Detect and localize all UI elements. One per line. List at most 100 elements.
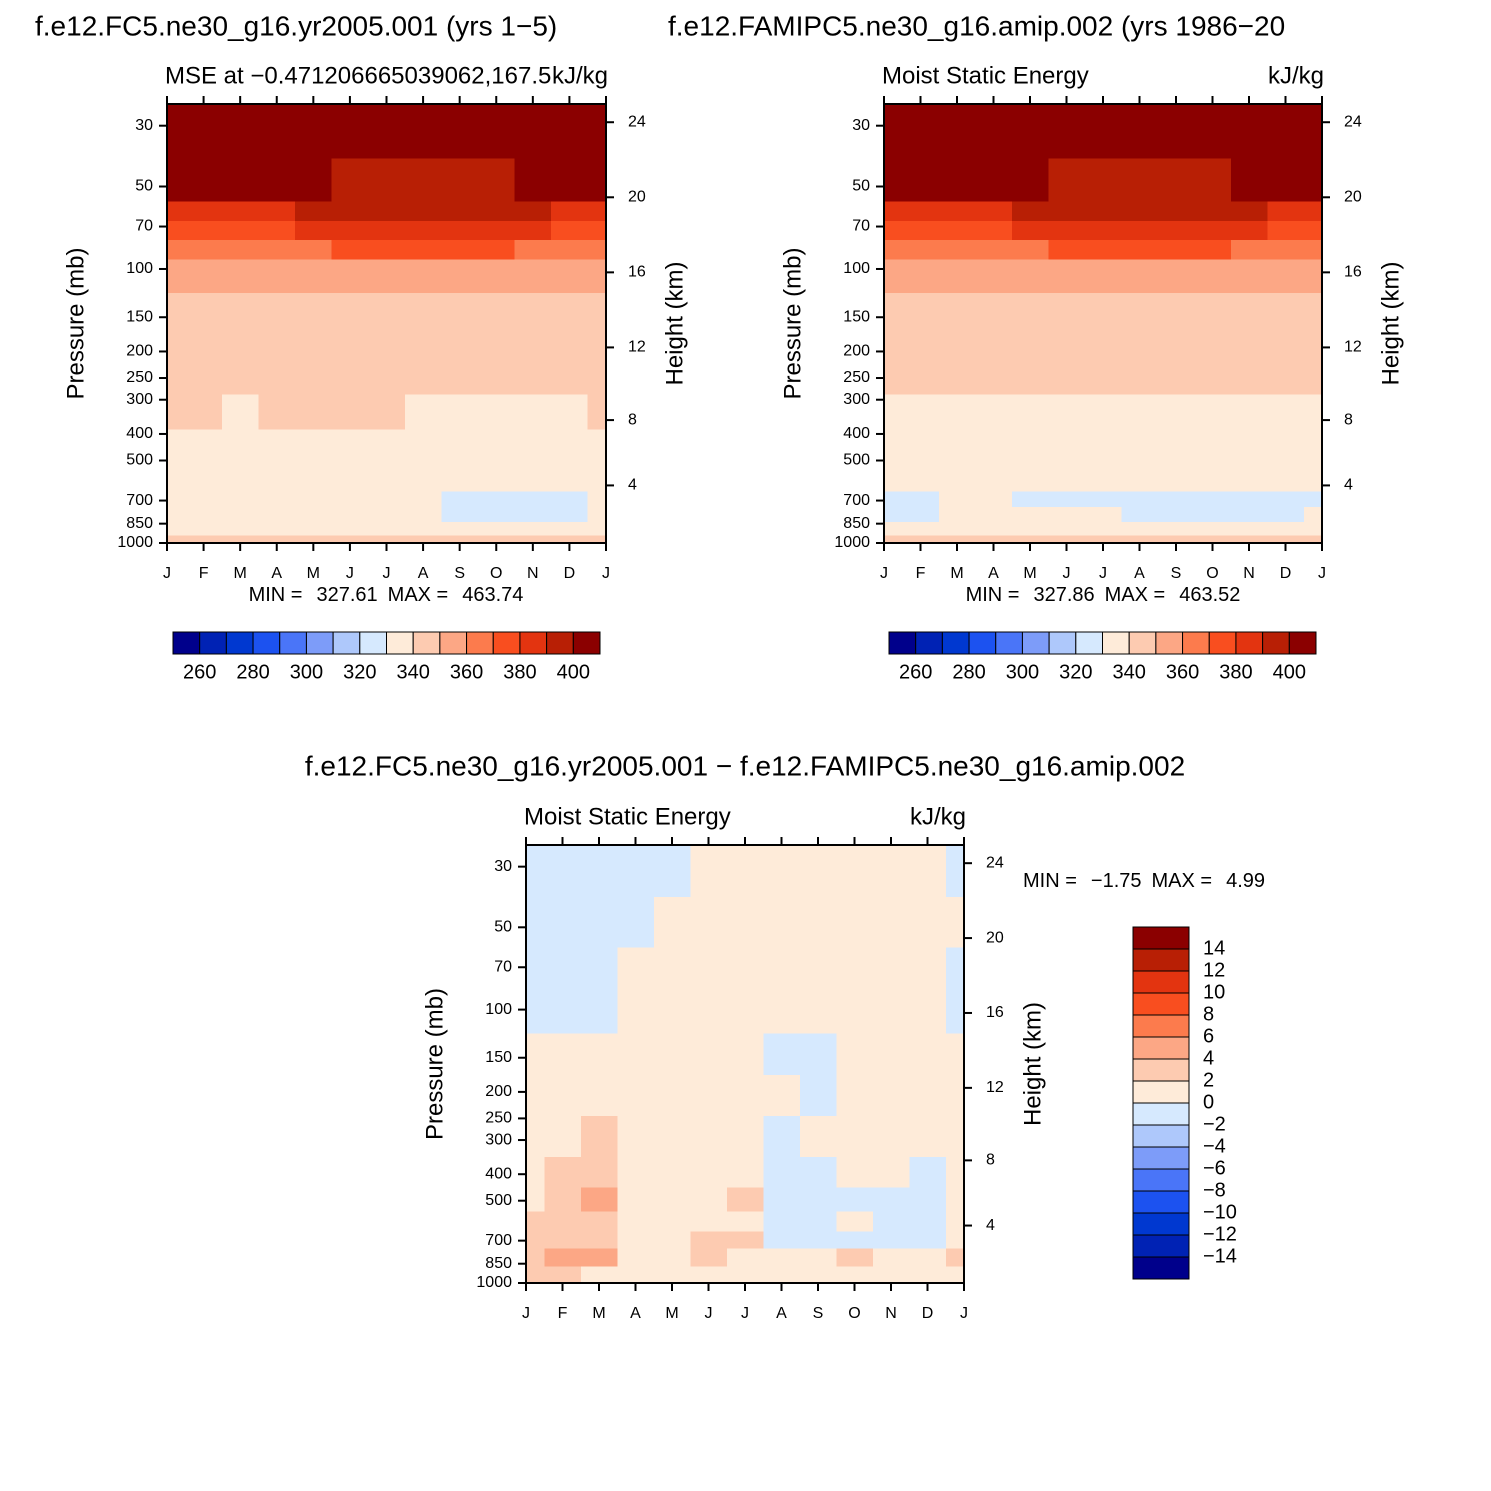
contour-cell bbox=[368, 347, 406, 396]
contour-cell bbox=[909, 947, 947, 990]
contour-cell bbox=[690, 1033, 728, 1076]
contour-cell bbox=[1011, 239, 1049, 260]
colorbar-label: 280 bbox=[952, 661, 985, 683]
contour-cell bbox=[1048, 104, 1086, 160]
contour-cell bbox=[368, 506, 406, 523]
contour-cell bbox=[1048, 521, 1086, 537]
contour-cell bbox=[587, 259, 607, 294]
contour-cell bbox=[526, 1074, 545, 1117]
contour-cell bbox=[799, 988, 837, 1035]
contour-cell bbox=[938, 394, 976, 431]
colorbar-label: −2 bbox=[1203, 1113, 1226, 1135]
contour-cell bbox=[221, 259, 260, 294]
contour-cell bbox=[404, 347, 442, 396]
contour-cell bbox=[551, 347, 589, 396]
contour-cell bbox=[653, 896, 691, 948]
contour-cell bbox=[836, 1115, 874, 1158]
x-tick-label: M bbox=[234, 565, 247, 582]
contour-cell bbox=[1121, 239, 1159, 260]
contour-cell bbox=[726, 988, 764, 1035]
y2-axis-label: Height (km) bbox=[1377, 261, 1404, 385]
contour-cell bbox=[544, 1033, 582, 1076]
contour-cell bbox=[551, 220, 589, 241]
min-max: MIN = 327.61 MAX = 463.74 bbox=[249, 584, 524, 606]
contour-cell bbox=[1084, 506, 1122, 523]
contour-cell bbox=[1303, 429, 1323, 466]
contour-cell bbox=[872, 1115, 910, 1158]
contour-cell bbox=[945, 1266, 965, 1284]
contour-cell bbox=[617, 845, 655, 898]
contour-cell bbox=[975, 104, 1013, 160]
contour-cell bbox=[1048, 259, 1086, 294]
contour-cell bbox=[477, 465, 516, 492]
contour-cell bbox=[690, 1157, 728, 1189]
contour-cell bbox=[1194, 521, 1232, 537]
y2-tick-label: 4 bbox=[628, 477, 637, 494]
contour-cell bbox=[617, 947, 655, 990]
y-axis-label: Pressure (mb) bbox=[779, 247, 806, 399]
contour-cell bbox=[295, 506, 333, 523]
x-tick-label: J bbox=[960, 1305, 968, 1322]
contour-cell bbox=[185, 535, 223, 544]
contour-cell bbox=[167, 506, 186, 523]
x-tick-label: D bbox=[922, 1305, 934, 1322]
contour-cell bbox=[477, 104, 516, 160]
contour-cell bbox=[587, 394, 607, 431]
contour-cell bbox=[185, 201, 223, 222]
contour-cell bbox=[258, 521, 296, 537]
contour-cell bbox=[221, 535, 260, 544]
contour-cell bbox=[653, 1074, 691, 1117]
contour-cell bbox=[836, 1157, 874, 1189]
x-tick-label: J bbox=[1099, 565, 1107, 582]
subtitle-right: kJ/kg bbox=[552, 62, 608, 89]
x-tick-label: S bbox=[454, 565, 465, 582]
contour-cell bbox=[763, 1231, 801, 1250]
contour-cell bbox=[1011, 491, 1049, 508]
contour-cell bbox=[526, 1187, 545, 1213]
contour-cell bbox=[221, 104, 260, 160]
y-tick-label: 50 bbox=[494, 919, 512, 936]
contour-cell bbox=[909, 1157, 947, 1189]
contour-cell bbox=[1121, 347, 1159, 396]
contour-cell bbox=[477, 535, 516, 544]
colorbar-label: 340 bbox=[1113, 661, 1146, 683]
contour-cell bbox=[551, 521, 589, 537]
contour-cell bbox=[938, 521, 976, 537]
y2-tick-label: 12 bbox=[1344, 339, 1362, 356]
contour-cell bbox=[477, 293, 516, 349]
contour-cell bbox=[221, 158, 260, 203]
y-tick-label: 850 bbox=[485, 1255, 512, 1272]
contour-cell bbox=[441, 535, 479, 544]
contour-cell bbox=[185, 465, 223, 492]
contour-cell bbox=[909, 1074, 947, 1117]
contour-cell bbox=[221, 220, 260, 241]
contour-cell bbox=[258, 220, 296, 241]
contour-cell bbox=[884, 491, 903, 508]
contour-cell bbox=[167, 239, 186, 260]
contour-cell bbox=[975, 394, 1013, 431]
contour-cell bbox=[884, 521, 903, 537]
contour-cell bbox=[258, 158, 296, 203]
contour-cell bbox=[1084, 394, 1122, 431]
contour-cell bbox=[945, 1033, 965, 1076]
contour-cell bbox=[1267, 259, 1305, 294]
contour-cell bbox=[441, 429, 479, 466]
y-tick-label: 500 bbox=[126, 452, 153, 469]
colorbar-label: 8 bbox=[1203, 1003, 1214, 1025]
contour-cell bbox=[653, 845, 691, 898]
contour-cell bbox=[690, 988, 728, 1035]
contour-cell bbox=[258, 429, 296, 466]
contour-cell bbox=[580, 1074, 618, 1117]
contour-cell bbox=[544, 1266, 582, 1284]
contour-cell bbox=[1230, 158, 1268, 203]
contour-cell bbox=[404, 220, 442, 241]
contour-cell bbox=[526, 1033, 545, 1076]
contour-cell bbox=[1267, 201, 1305, 222]
contour-cell bbox=[587, 521, 607, 537]
contour-cell bbox=[1303, 293, 1323, 349]
contour-cell bbox=[258, 259, 296, 294]
y-tick-label: 1000 bbox=[834, 534, 870, 551]
contour-cell bbox=[1230, 491, 1268, 508]
min-max-part: 327.61 bbox=[316, 584, 377, 606]
contour-cell bbox=[872, 1074, 910, 1117]
